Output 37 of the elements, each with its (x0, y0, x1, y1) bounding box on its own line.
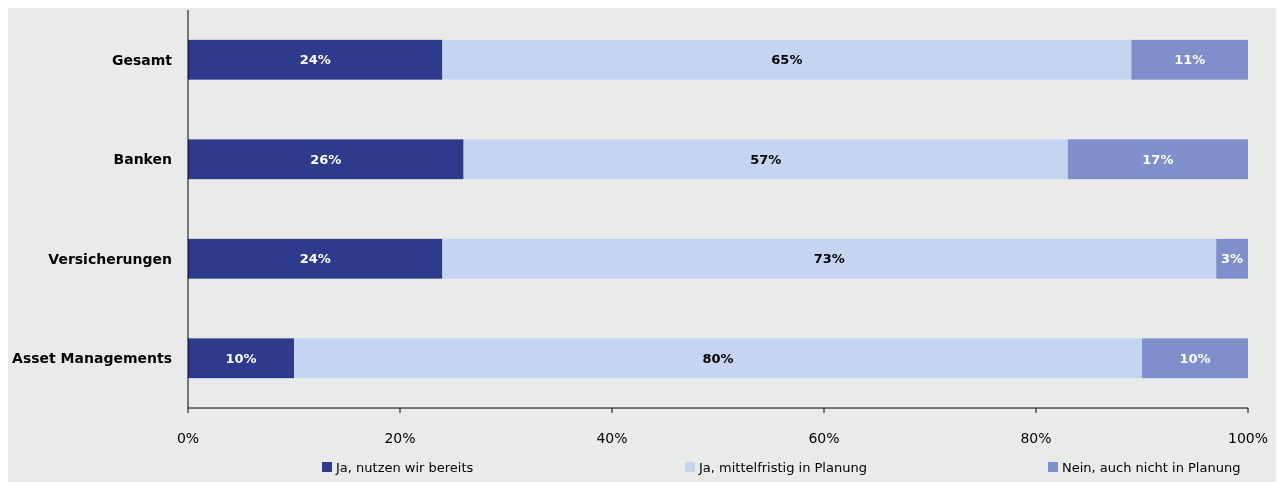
bar (442, 39, 1132, 80)
bar (442, 238, 1217, 279)
data-label: 73% (813, 251, 845, 267)
data-label: 57% (750, 151, 782, 167)
x-tick-label: 80% (1020, 429, 1052, 446)
legend-label: Ja, mittelfristig in Planung (698, 459, 867, 475)
data-label: 10% (225, 350, 257, 366)
data-label: 3% (1221, 251, 1244, 267)
x-tick-label: 20% (384, 429, 416, 446)
x-tick-label: 60% (808, 429, 840, 446)
data-label: 65% (771, 52, 803, 68)
data-label: 17% (1142, 151, 1174, 167)
data-label: 24% (299, 251, 331, 267)
legend-label: Nein, auch nicht in Planung (1062, 459, 1241, 475)
bar (188, 338, 294, 379)
data-label: 10% (1179, 350, 1211, 366)
x-tick-label: 0% (176, 429, 200, 446)
bar (1142, 338, 1248, 379)
bar (463, 139, 1068, 180)
bar (1216, 238, 1248, 279)
legend-label: Ja, nutzen wir bereits (335, 459, 474, 475)
data-label: 11% (1174, 52, 1206, 68)
data-label: 80% (702, 350, 734, 366)
bar (1067, 139, 1248, 180)
y-tick-label: Banken (113, 151, 172, 168)
y-tick-label: Versicherungen (48, 250, 172, 267)
bar (188, 139, 464, 180)
data-label: 24% (299, 52, 331, 68)
y-tick-label: Asset Managements (12, 350, 172, 367)
bar (294, 338, 1142, 379)
bar (188, 39, 443, 80)
x-tick-label: 100% (1227, 429, 1269, 446)
x-tick-label: 40% (596, 429, 628, 446)
data-label: 26% (310, 151, 342, 167)
y-tick-label: Gesamt (111, 51, 173, 68)
bar (188, 238, 443, 279)
bar (1131, 39, 1248, 80)
